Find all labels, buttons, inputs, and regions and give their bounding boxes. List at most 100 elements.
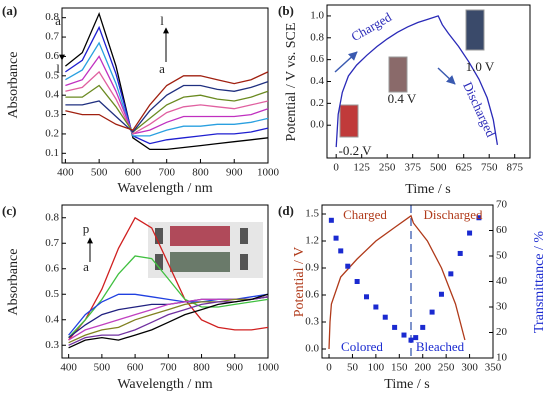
x-tick-label: 150 bbox=[391, 362, 408, 374]
data-line bbox=[65, 70, 269, 135]
y2-tick-label: 40 bbox=[496, 275, 508, 287]
x-tick-label: 50 bbox=[347, 362, 359, 374]
data-point bbox=[382, 314, 388, 320]
data-point bbox=[413, 335, 419, 341]
data-point bbox=[457, 250, 463, 256]
x-tick-label: 0 bbox=[326, 362, 332, 374]
x-tick-label: 500 bbox=[91, 167, 108, 179]
y-tick-label: 1.2 bbox=[305, 235, 319, 247]
panel-label: (b) bbox=[278, 3, 294, 18]
y-tick-label: 0.8 bbox=[45, 11, 59, 23]
y-tick-label: 0.3 bbox=[45, 108, 59, 120]
y-tick-label: 0.5 bbox=[45, 288, 59, 300]
annotation: a bbox=[83, 259, 89, 274]
data-point bbox=[328, 217, 334, 223]
data-point bbox=[429, 309, 435, 315]
x-tick-label: 750 bbox=[481, 162, 498, 174]
data-point bbox=[448, 271, 454, 277]
y2-tick-label: 30 bbox=[496, 301, 508, 313]
clip bbox=[240, 254, 248, 270]
x-tick-label: 700 bbox=[158, 167, 175, 179]
x-axis-title: Time / s bbox=[405, 182, 450, 197]
annotation: Colored bbox=[341, 339, 383, 354]
plot-frame bbox=[61, 204, 269, 359]
x-tick-label: 400 bbox=[60, 362, 77, 374]
y-tick-label: 0.0 bbox=[310, 119, 324, 131]
data-point bbox=[338, 248, 344, 254]
x-tick-label: 350 bbox=[485, 362, 502, 374]
clip bbox=[240, 228, 248, 244]
plot-frame bbox=[321, 204, 494, 359]
data-point bbox=[467, 230, 473, 236]
clip bbox=[155, 228, 163, 244]
annotation: Discharged bbox=[460, 79, 499, 139]
x-tick-label: 200 bbox=[414, 362, 431, 374]
panel-label: (a) bbox=[2, 3, 17, 18]
x-tick-label: 800 bbox=[192, 167, 209, 179]
y-tick-label: 0.7 bbox=[45, 31, 59, 43]
plot-frame bbox=[61, 7, 269, 164]
data-point bbox=[364, 294, 370, 300]
y2-tick-label: 20 bbox=[496, 326, 508, 338]
x-tick-label: 600 bbox=[127, 362, 144, 374]
film bbox=[170, 226, 230, 246]
x-axis-title: Time / s bbox=[384, 377, 429, 392]
vial bbox=[339, 104, 359, 138]
y-tick-label: 0.3 bbox=[305, 316, 319, 328]
y-tick-label: 0.6 bbox=[45, 50, 59, 62]
x-tick-label: 625 bbox=[455, 162, 472, 174]
y-tick-label: 0.0 bbox=[305, 343, 319, 355]
x-tick-label: 300 bbox=[461, 362, 478, 374]
data-line bbox=[65, 55, 269, 135]
x-axis-title: Wavelength / nm bbox=[117, 181, 212, 196]
annotation: 0.4 V bbox=[388, 91, 417, 106]
y-tick-label: 0.6 bbox=[45, 262, 59, 274]
data-line bbox=[65, 71, 269, 131]
y2-axis-title: Transmittance / % bbox=[532, 231, 547, 333]
data-line bbox=[328, 214, 466, 350]
x-axis-title: Wavelength / nm bbox=[117, 377, 212, 392]
data-line bbox=[64, 11, 269, 151]
y2-tick-label: 50 bbox=[496, 250, 508, 262]
data-point bbox=[373, 304, 379, 310]
x-tick-label: 1000 bbox=[257, 167, 280, 179]
data-point bbox=[392, 324, 398, 330]
data-line bbox=[68, 296, 269, 344]
annotation: Charged bbox=[343, 207, 387, 222]
clip bbox=[155, 254, 163, 270]
data-line bbox=[65, 84, 269, 133]
x-tick-label: 875 bbox=[506, 162, 523, 174]
x-tick-label: 900 bbox=[227, 362, 244, 374]
film bbox=[170, 252, 230, 272]
y-tick-label: 0.2 bbox=[310, 97, 324, 109]
data-line bbox=[335, 15, 499, 148]
x-tick-label: 600 bbox=[125, 167, 142, 179]
x-tick-label: 500 bbox=[94, 362, 111, 374]
x-tick-label: 400 bbox=[57, 167, 74, 179]
arrow bbox=[437, 67, 456, 85]
annotation: 1.0 V bbox=[466, 59, 495, 74]
data-line bbox=[68, 293, 269, 349]
x-tick-label: 0 bbox=[333, 162, 339, 174]
data-line bbox=[68, 216, 269, 341]
data-point bbox=[476, 215, 482, 221]
x-tick-label: 500 bbox=[430, 162, 447, 174]
x-tick-label: 1000 bbox=[257, 362, 280, 374]
y-tick-label: 0.8 bbox=[45, 211, 59, 223]
y2-tick-label: 10 bbox=[496, 352, 508, 364]
y-tick-label: 0.4 bbox=[45, 89, 59, 101]
vial bbox=[388, 56, 408, 93]
x-tick-label: 800 bbox=[193, 362, 210, 374]
annotation: Bleached bbox=[416, 339, 465, 354]
y-tick-label: 0.8 bbox=[310, 31, 324, 43]
data-line bbox=[65, 41, 269, 137]
y-axis-title: Potential / V vs. SCE bbox=[284, 23, 299, 142]
y-tick-label: 0.4 bbox=[45, 313, 59, 325]
arrow bbox=[334, 51, 358, 73]
y-tick-label: 0.6 bbox=[310, 53, 324, 65]
data-point bbox=[354, 279, 360, 284]
y-tick-label: 0.4 bbox=[310, 75, 324, 87]
y-tick-label: 0.9 bbox=[305, 262, 319, 274]
annotation: a bbox=[159, 61, 165, 76]
